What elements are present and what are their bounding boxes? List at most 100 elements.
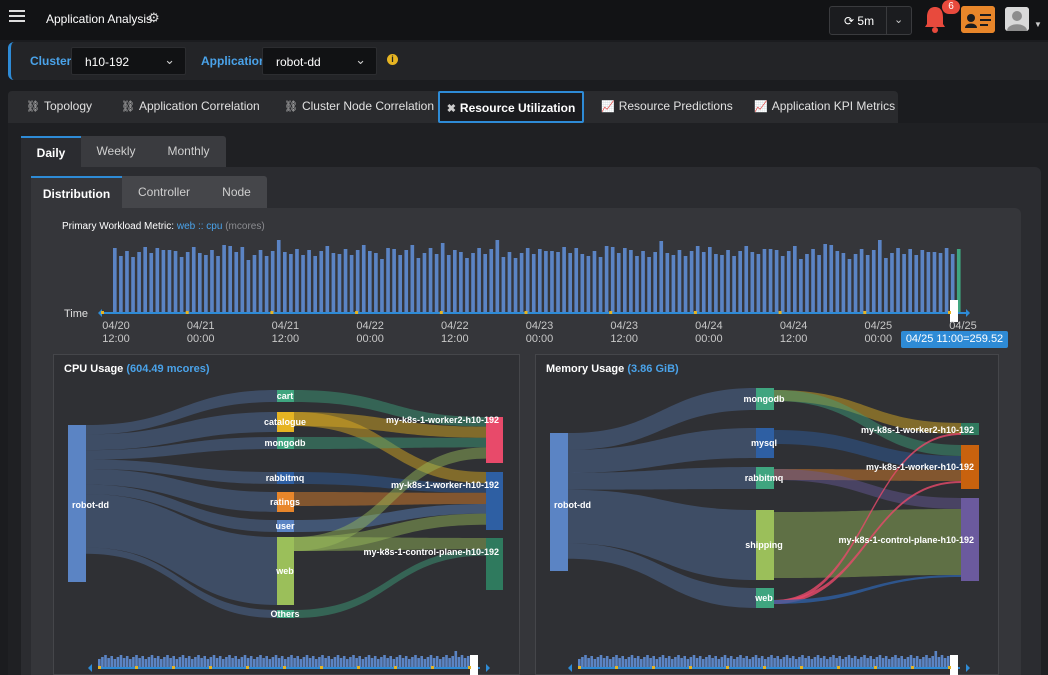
timeline-bar — [726, 250, 730, 312]
tab-resource-predictions[interactable]: 📈 Resource Predictions — [601, 91, 733, 123]
timeline-bar — [884, 258, 888, 312]
mini-bar — [664, 658, 668, 667]
period-tabs: Daily Weekly Monthly — [21, 136, 226, 167]
mini-bar — [813, 657, 817, 667]
tab-resource-utilization[interactable]: ✖ Resource Utilization — [438, 91, 584, 123]
timeline-bar — [325, 246, 330, 312]
avatar[interactable] — [1005, 7, 1029, 31]
timeline-tick-label: 04/25 — [949, 320, 977, 332]
tab-application-correlation[interactable]: ⛓ Application Correlation — [121, 91, 260, 123]
timeline-bar — [252, 255, 257, 312]
mini-bar — [420, 656, 423, 667]
contact-card-icon[interactable] — [961, 6, 995, 33]
timeline-bar — [531, 254, 536, 312]
timeline-bar — [780, 256, 785, 312]
mini-bar — [240, 657, 244, 667]
refresh-interval-selector[interactable]: ⟳ 5m ⌄ — [829, 6, 912, 35]
mini-bar — [147, 657, 151, 667]
mini-tick-mark — [135, 666, 138, 669]
tab-controller[interactable]: Controller — [137, 185, 191, 199]
tab-cluster-node-correlation[interactable]: ⛓ Cluster Node Correlation — [284, 91, 434, 123]
mini-bar — [578, 659, 581, 667]
mini-bar — [640, 659, 643, 667]
range-handle — [470, 655, 478, 675]
timeline-tick-label: 04/25 00:00 — [864, 320, 893, 345]
sankey-link — [86, 390, 277, 435]
timeline-bar-chart[interactable] — [98, 240, 978, 340]
mini-bar — [426, 657, 430, 667]
timeline-bar — [525, 248, 530, 312]
timeline-bar — [313, 256, 317, 312]
mini-bar — [361, 659, 365, 667]
timeline-bar — [513, 258, 518, 312]
time-axis-label: Time — [64, 308, 89, 320]
mini-bar — [612, 657, 615, 667]
caret-down-icon[interactable]: ▼ — [1034, 20, 1042, 29]
timeline-bar — [914, 255, 919, 312]
tab-application-kpi-metrics[interactable]: 📈 Application KPI Metrics — [754, 91, 895, 123]
mini-bar — [773, 658, 776, 667]
timeline-bar — [270, 251, 275, 312]
timeline-bar — [495, 240, 500, 312]
sankey-link — [568, 489, 756, 580]
menu-icon[interactable] — [9, 10, 25, 24]
timeline-bar — [216, 256, 220, 312]
cpu-range-slider[interactable] — [80, 645, 500, 675]
sankey-link — [294, 513, 486, 551]
mini-bar — [630, 655, 634, 667]
sankey-node-label: my-k8s-1-worker-h10-192 — [391, 480, 499, 490]
mini-bar — [581, 657, 584, 667]
timeline-tick-label: 04/21 00:00 — [186, 320, 215, 345]
mini-bar — [187, 656, 191, 667]
memory-sankey-diagram[interactable]: robot-dd mongodb mysql rabbitmq shipping web m… — [542, 380, 992, 625]
timeline-tick-mark — [101, 311, 104, 314]
mini-bar — [925, 655, 928, 667]
mini-bar — [342, 656, 346, 667]
timeline-bar — [276, 240, 281, 312]
memory-range-slider[interactable] — [560, 645, 980, 675]
tab-weekly[interactable]: Weekly — [96, 144, 136, 158]
mini-bar — [891, 657, 894, 667]
sankey-service-label: ratings — [270, 497, 300, 507]
tab-node[interactable]: Node — [222, 185, 251, 199]
sankey-link — [774, 575, 961, 604]
mini-tick-mark — [394, 666, 397, 669]
timeline-handle — [950, 300, 958, 322]
chevron-down-icon[interactable]: ⌄ — [894, 14, 904, 26]
tab-daily[interactable]: Daily — [21, 136, 81, 167]
application-select[interactable]: robot-dd ⌄ — [262, 47, 377, 75]
sankey-source-node — [68, 425, 86, 582]
timeline-bar — [586, 256, 591, 312]
mini-bar — [318, 657, 321, 667]
notification-count-badge: 6 — [942, 0, 960, 14]
mini-bar — [897, 658, 900, 667]
tab-distribution[interactable]: Distribution — [31, 176, 122, 208]
tab-monthly[interactable]: Monthly — [167, 144, 210, 158]
cpu-usage-total: (604.49 mcores) — [126, 363, 210, 375]
tab-topology[interactable]: ⛓ Topology — [26, 91, 92, 123]
cpu-sankey-diagram[interactable]: robot-dd cart catalogue mongodb rabbitmq rati… — [60, 380, 510, 625]
timeline-bar — [835, 251, 840, 312]
timeline-tick-mark — [439, 311, 443, 314]
mini-bar — [197, 655, 200, 667]
mini-bar — [609, 659, 612, 667]
timeline-bar — [701, 252, 706, 312]
mini-bar — [358, 656, 361, 667]
timeline-bar — [337, 254, 342, 312]
mini-tick-mark — [948, 666, 951, 669]
mini-bar — [909, 655, 913, 667]
timeline-bar — [222, 245, 226, 312]
bell-icon[interactable] — [923, 5, 947, 33]
mini-bar — [928, 658, 931, 667]
mini-bar — [417, 658, 420, 667]
tab-label: Application Correlation — [138, 99, 260, 113]
mini-bar — [674, 657, 677, 667]
timeline-bar — [440, 243, 445, 312]
info-icon[interactable]: i — [387, 54, 398, 65]
mini-tick-mark — [320, 666, 323, 669]
tab-label: Resource Utilization — [459, 101, 576, 115]
settings-gear-icon[interactable]: ⚙ — [148, 10, 160, 25]
cluster-select[interactable]: h10-192 ⌄ — [71, 47, 186, 75]
timeline-bar — [477, 248, 481, 312]
sankey-node-label: my-k8s-1-control-plane-h10-192 — [363, 547, 499, 557]
